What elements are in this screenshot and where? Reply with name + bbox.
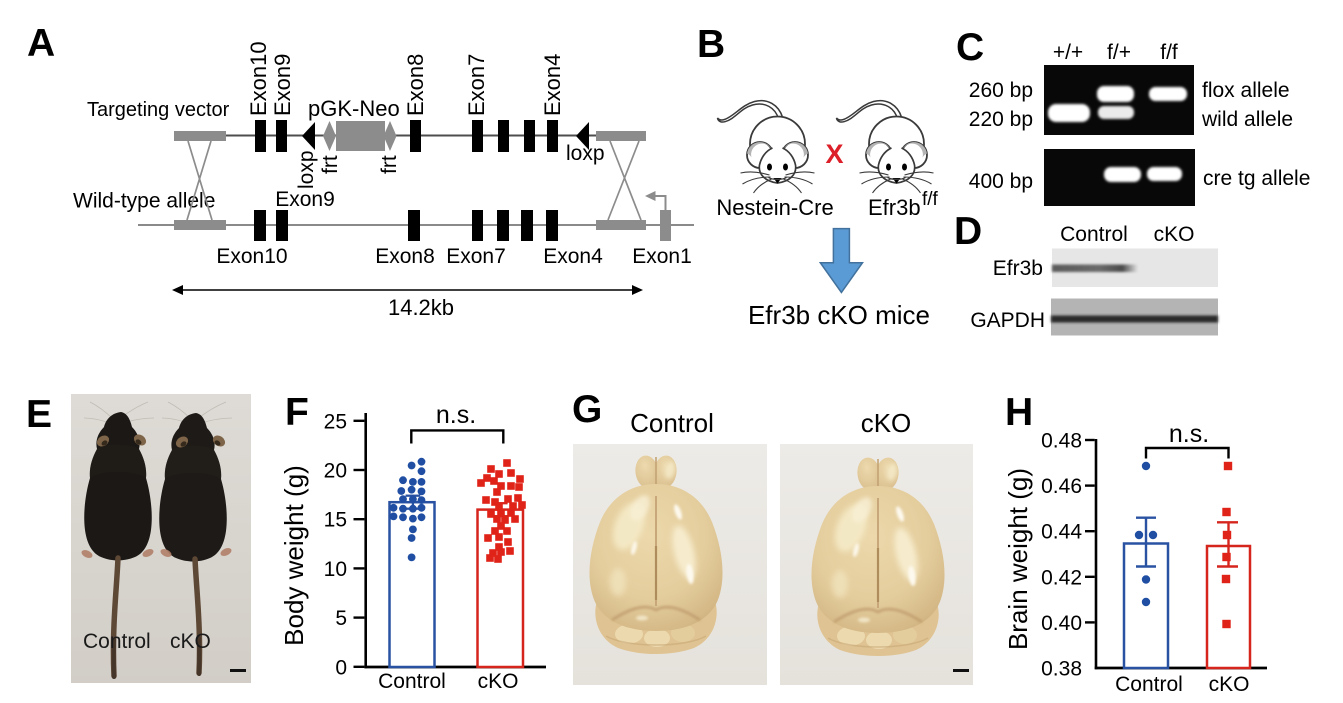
svg-text:0.38: 0.38 [1041,658,1082,681]
svg-text:X: X [825,139,843,169]
svg-text:cKO: cKO [1154,223,1195,246]
svg-text:flox allele: flox allele [1202,79,1290,102]
svg-text:Exon1: Exon1 [632,245,692,268]
svg-text:cre tg allele: cre tg allele [1203,167,1310,190]
svg-text:wild allele: wild allele [1201,108,1293,131]
svg-text:f/f: f/f [922,189,939,210]
svg-text:A: A [27,22,55,65]
svg-text:5: 5 [335,607,347,630]
svg-text:E: E [26,393,52,436]
svg-text:Exon4: Exon4 [540,54,565,116]
svg-text:Control: Control [1115,673,1183,696]
svg-text:Targeting vector: Targeting vector [87,99,230,121]
svg-text:260 bp: 260 bp [969,79,1033,102]
svg-text:F: F [285,391,309,434]
svg-text:D: D [954,210,982,253]
svg-text:0.46: 0.46 [1041,475,1082,498]
svg-text:Exon7: Exon7 [446,245,506,268]
svg-text:+/+: +/+ [1053,41,1083,64]
svg-text:loxp: loxp [566,142,605,165]
svg-text:Control: Control [630,408,714,438]
svg-text:Exon9: Exon9 [270,54,295,116]
svg-text:loxp: loxp [295,150,318,189]
svg-text:B: B [697,23,725,66]
svg-text:Efr3b cKO mice: Efr3b cKO mice [748,300,930,330]
svg-text:25: 25 [324,410,347,433]
svg-text:cKO: cKO [478,670,519,693]
svg-text:H: H [1005,391,1033,434]
svg-text:GAPDH: GAPDH [970,309,1045,332]
svg-text:f/+: f/+ [1107,41,1131,64]
svg-text:15: 15 [324,509,347,532]
svg-text:Exon10: Exon10 [246,41,271,116]
svg-text:0.42: 0.42 [1041,566,1082,589]
svg-text:Efr3b: Efr3b [868,195,921,220]
svg-text:f/f: f/f [1160,41,1178,64]
svg-text:n.s.: n.s. [1169,420,1209,448]
svg-text:400 bp: 400 bp [969,170,1033,193]
svg-text:Body weight (g): Body weight (g) [279,465,309,646]
svg-text:Wild-type allele: Wild-type allele [73,190,215,213]
svg-text:0.48: 0.48 [1041,430,1082,453]
svg-text:Exon9: Exon9 [275,188,335,211]
svg-text:Exon7: Exon7 [464,54,489,116]
svg-text:20: 20 [324,460,347,483]
svg-text:Exon8: Exon8 [403,54,428,116]
svg-text:frt: frt [319,155,342,174]
svg-text:cKO: cKO [861,408,912,438]
svg-text:0: 0 [335,656,347,679]
svg-text:220 bp: 220 bp [969,108,1033,131]
svg-text:Exon4: Exon4 [543,245,603,268]
svg-text:frt: frt [378,155,401,174]
svg-text:Exon10: Exon10 [216,245,287,268]
svg-text:Exon8: Exon8 [375,245,435,268]
svg-text:Control: Control [378,670,446,693]
svg-text:0.44: 0.44 [1041,521,1082,544]
svg-text:cKO: cKO [1209,673,1250,696]
svg-text:n.s.: n.s. [436,401,476,429]
svg-text:0.40: 0.40 [1041,612,1082,635]
svg-text:10: 10 [324,558,347,581]
svg-text:Nestein-Cre: Nestein-Cre [716,195,833,220]
svg-text:Efr3b: Efr3b [993,257,1043,280]
svg-text:14.2kb: 14.2kb [388,295,454,320]
svg-text:cKO: cKO [170,630,211,653]
svg-text:Brain weight (g): Brain weight (g) [1003,468,1033,650]
svg-text:C: C [956,26,984,69]
svg-text:G: G [572,388,602,431]
svg-text:pGK-Neo: pGK-Neo [308,96,400,121]
svg-text:Control: Control [1060,223,1128,246]
svg-text:Control: Control [83,630,151,653]
